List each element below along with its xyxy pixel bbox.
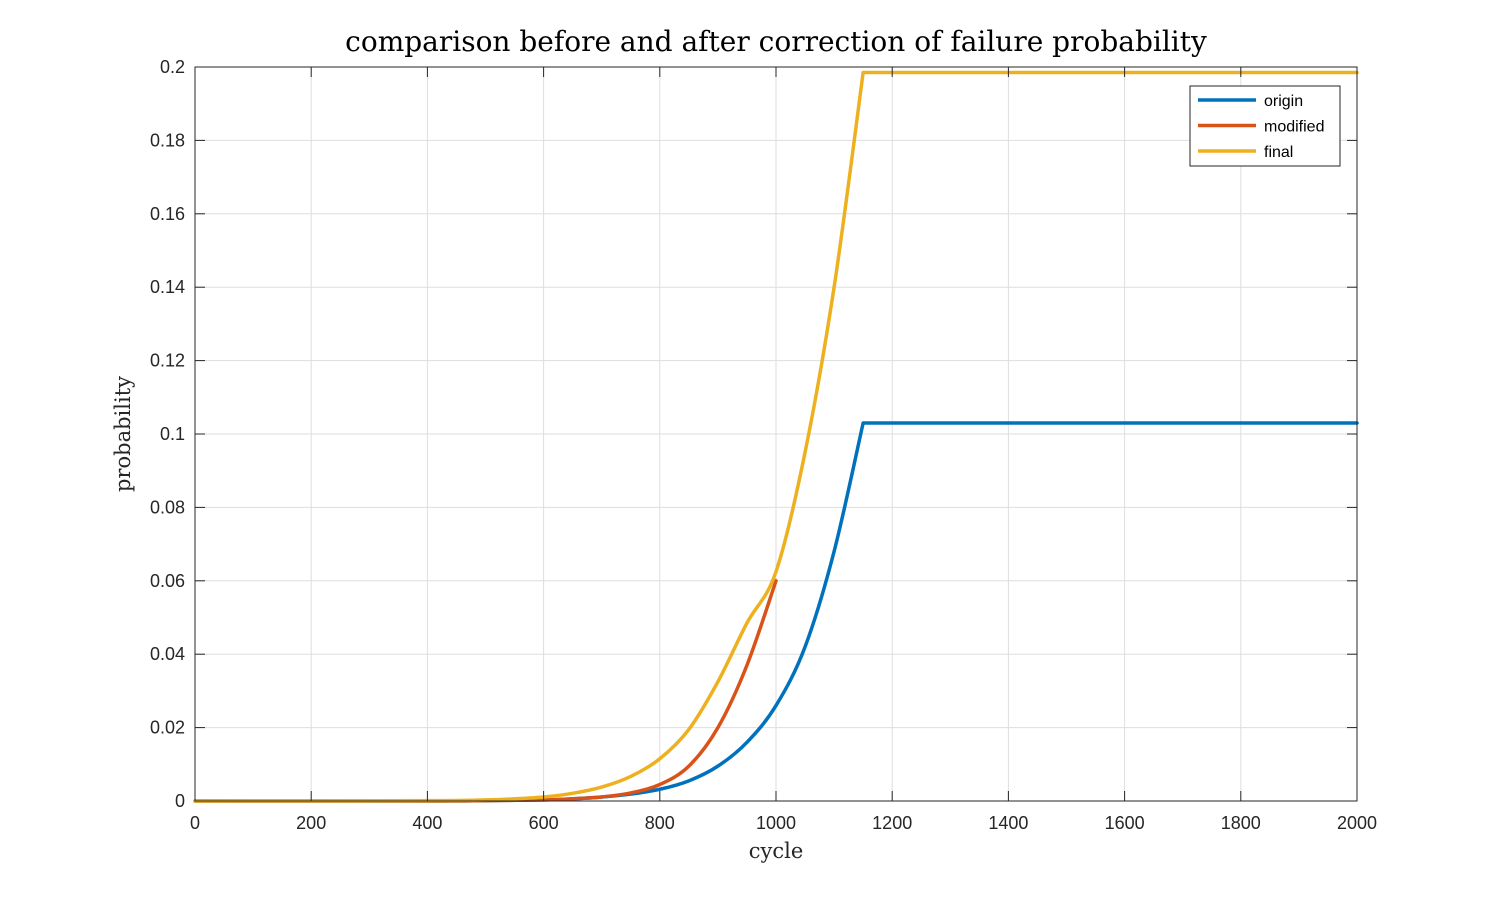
x-tick-label: 200: [296, 813, 326, 833]
y-tick-label: 0.14: [150, 277, 185, 297]
x-tick-label: 1000: [756, 813, 796, 833]
x-tick-label: 800: [645, 813, 675, 833]
y-tick-label: 0.06: [150, 571, 185, 591]
legend-label-origin: origin: [1264, 93, 1303, 110]
x-tick-label: 400: [412, 813, 442, 833]
x-tick-label: 1400: [988, 813, 1028, 833]
y-tick-label: 0.04: [150, 644, 185, 664]
x-tick-label: 1600: [1105, 813, 1145, 833]
y-tick-label: 0.2: [160, 57, 185, 77]
y-tick-label: 0.08: [150, 497, 185, 517]
x-tick-label: 1200: [872, 813, 912, 833]
y-tick-label: 0.16: [150, 204, 185, 224]
y-axis-label: probability: [111, 376, 135, 492]
chart-title: comparison before and after correction o…: [345, 25, 1207, 58]
y-tick-label: 0.1: [160, 424, 185, 444]
legend-label-final: final: [1264, 144, 1293, 161]
x-tick-label: 0: [190, 813, 200, 833]
legend-label-modified: modified: [1264, 119, 1324, 136]
y-tick-label: 0.02: [150, 718, 185, 738]
x-tick-label: 2000: [1337, 813, 1377, 833]
y-tick-label: 0.18: [150, 130, 185, 150]
series-line-modified: [193, 579, 778, 803]
grid: [194, 66, 1358, 802]
y-tick-label: 0: [175, 791, 185, 811]
ticks: 0 200 400 600 800 1000 1200 1400 1600 1800 2000 0 0.…: [150, 57, 1377, 833]
legend: origin modified final: [1189, 85, 1341, 167]
x-axis-label: cycle: [749, 839, 804, 863]
x-tick-label: 1800: [1221, 813, 1261, 833]
series-line-final: [193, 70, 1359, 803]
x-tick-label: 600: [529, 813, 559, 833]
y-tick-label: 0.12: [150, 351, 185, 371]
